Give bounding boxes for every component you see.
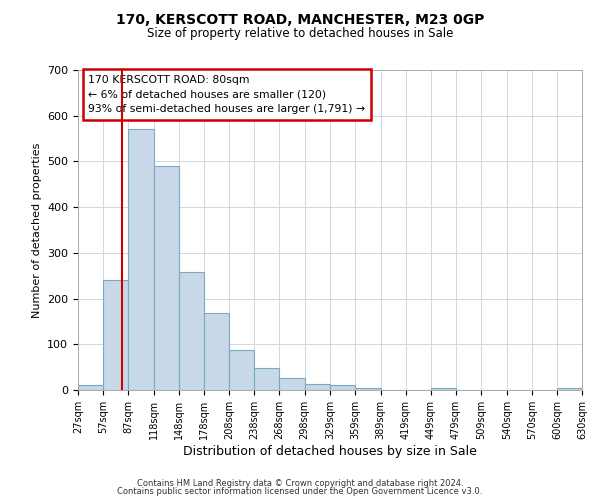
Bar bbox=[557, 388, 582, 390]
Text: 170 KERSCOTT ROAD: 80sqm
← 6% of detached houses are smaller (120)
93% of semi-d: 170 KERSCOTT ROAD: 80sqm ← 6% of detache… bbox=[88, 75, 365, 114]
Text: Contains public sector information licensed under the Open Government Licence v3: Contains public sector information licen… bbox=[118, 487, 482, 496]
Bar bbox=[154, 166, 179, 390]
Text: Contains HM Land Registry data © Crown copyright and database right 2024.: Contains HM Land Registry data © Crown c… bbox=[137, 478, 463, 488]
Bar bbox=[179, 272, 204, 390]
X-axis label: Distribution of detached houses by size in Sale: Distribution of detached houses by size … bbox=[183, 444, 477, 458]
Bar bbox=[431, 388, 456, 390]
Y-axis label: Number of detached properties: Number of detached properties bbox=[32, 142, 41, 318]
Text: 170, KERSCOTT ROAD, MANCHESTER, M23 0GP: 170, KERSCOTT ROAD, MANCHESTER, M23 0GP bbox=[116, 12, 484, 26]
Bar bbox=[254, 368, 280, 390]
Bar bbox=[331, 386, 355, 390]
Text: Size of property relative to detached houses in Sale: Size of property relative to detached ho… bbox=[147, 28, 453, 40]
Bar bbox=[229, 350, 254, 390]
Bar bbox=[305, 384, 331, 390]
Bar bbox=[355, 388, 380, 390]
Bar bbox=[128, 130, 154, 390]
Bar bbox=[78, 386, 103, 390]
Bar bbox=[103, 280, 128, 390]
Bar bbox=[280, 378, 305, 390]
Bar bbox=[204, 313, 229, 390]
